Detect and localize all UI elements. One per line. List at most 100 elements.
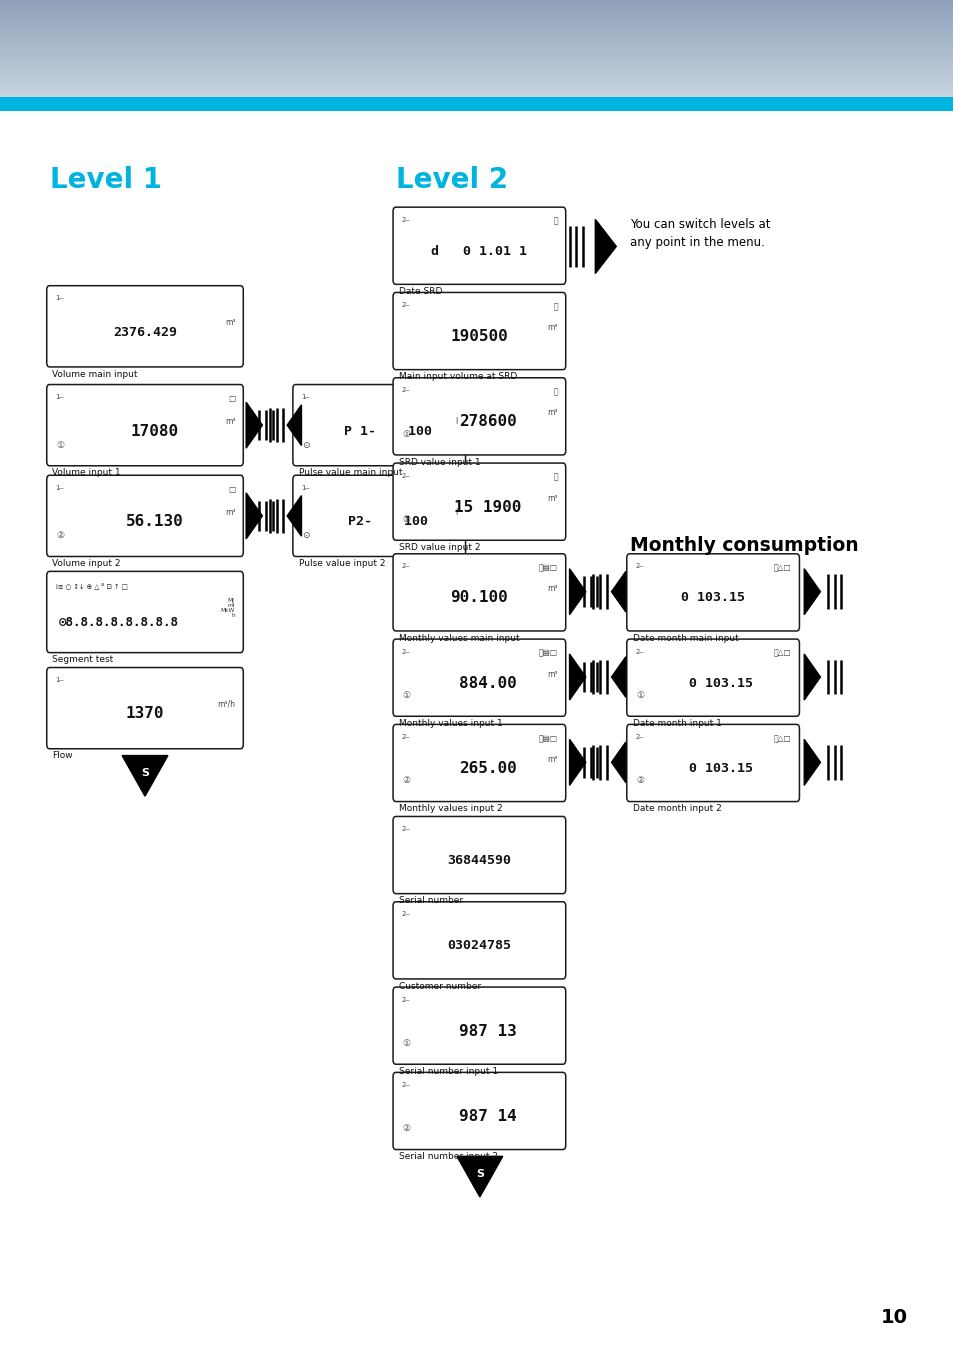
FancyBboxPatch shape — [47, 475, 243, 556]
Text: ②: ② — [402, 1124, 411, 1133]
Text: ①: ① — [402, 1039, 411, 1048]
FancyBboxPatch shape — [47, 571, 243, 653]
Text: m³: m³ — [225, 508, 235, 517]
Text: l: l — [456, 508, 457, 517]
Text: SRD value input 1: SRD value input 1 — [398, 458, 480, 467]
FancyBboxPatch shape — [393, 816, 565, 894]
FancyBboxPatch shape — [293, 475, 465, 556]
Text: 1370: 1370 — [126, 707, 164, 722]
Text: ②: ② — [56, 531, 65, 540]
Text: 2376.429: 2376.429 — [112, 326, 177, 338]
Text: ①: ① — [402, 429, 411, 439]
FancyBboxPatch shape — [393, 724, 565, 802]
Text: 2—: 2— — [401, 302, 410, 307]
Bar — [0, 97, 953, 111]
Text: 2—: 2— — [635, 649, 643, 654]
FancyBboxPatch shape — [626, 724, 799, 802]
Polygon shape — [456, 1156, 502, 1197]
Text: 1—: 1— — [301, 485, 310, 490]
Text: Pulse value input 2: Pulse value input 2 — [298, 559, 385, 569]
FancyBboxPatch shape — [393, 639, 565, 716]
Text: Customer number: Customer number — [398, 982, 480, 991]
Text: d   0 1.01 1: d 0 1.01 1 — [431, 245, 527, 257]
Text: m³: m³ — [225, 318, 235, 328]
Text: 1—: 1— — [55, 295, 64, 301]
Text: Date month main input: Date month main input — [632, 634, 738, 643]
Text: 2—: 2— — [635, 563, 643, 569]
Text: 2—: 2— — [401, 734, 410, 739]
Text: 17080: 17080 — [131, 424, 178, 439]
FancyBboxPatch shape — [393, 378, 565, 455]
Text: m³: m³ — [547, 409, 558, 417]
Polygon shape — [122, 756, 168, 796]
FancyBboxPatch shape — [47, 286, 243, 367]
Text: 987 14: 987 14 — [458, 1109, 517, 1124]
Text: 1—: 1— — [301, 394, 310, 399]
FancyBboxPatch shape — [393, 463, 565, 540]
FancyBboxPatch shape — [393, 1072, 565, 1150]
Text: S: S — [476, 1169, 483, 1179]
Text: ⓑ△□: ⓑ△□ — [773, 649, 791, 658]
FancyBboxPatch shape — [626, 554, 799, 631]
Text: ⊙8.8.8.8.8.8.8.8: ⊙8.8.8.8.8.8.8.8 — [59, 616, 179, 628]
Text: 278600: 278600 — [458, 414, 517, 429]
Text: ⓑ: ⓑ — [553, 387, 558, 397]
Text: 2—: 2— — [401, 649, 410, 654]
Text: m³: m³ — [225, 417, 235, 427]
FancyBboxPatch shape — [626, 639, 799, 716]
Text: □: □ — [228, 485, 235, 494]
Text: MJ
ml
MkW
h: MJ ml MkW h — [220, 598, 234, 619]
Text: 2—: 2— — [401, 826, 410, 831]
Text: Flow: Flow — [52, 751, 73, 761]
Text: 265.00: 265.00 — [458, 761, 517, 776]
Text: m³/h: m³/h — [217, 700, 235, 709]
Text: 10: 10 — [881, 1308, 907, 1327]
Polygon shape — [611, 742, 625, 783]
Text: ⓑ▤□: ⓑ▤□ — [538, 734, 558, 743]
Text: ⓑ: ⓑ — [553, 217, 558, 226]
FancyBboxPatch shape — [393, 902, 565, 979]
Text: Date month input 1: Date month input 1 — [632, 719, 720, 728]
Text: ⓑ▤□: ⓑ▤□ — [538, 649, 558, 658]
Polygon shape — [569, 739, 585, 785]
Text: m³: m³ — [547, 670, 558, 678]
Text: ⊙: ⊙ — [302, 440, 310, 450]
Text: Level 2: Level 2 — [395, 165, 508, 194]
Text: ①: ① — [56, 440, 65, 450]
Text: Level 1: Level 1 — [50, 165, 161, 194]
Polygon shape — [287, 496, 301, 536]
Text: ⓑ△□: ⓑ△□ — [773, 734, 791, 743]
Text: Serial number input 1: Serial number input 1 — [398, 1067, 497, 1076]
Polygon shape — [803, 739, 820, 785]
Text: 2—: 2— — [401, 997, 410, 1002]
Text: 2—: 2— — [401, 563, 410, 569]
Text: 1—: 1— — [55, 394, 64, 399]
Polygon shape — [569, 569, 585, 615]
Text: m³: m³ — [547, 585, 558, 593]
FancyBboxPatch shape — [293, 385, 465, 466]
Text: Volume main input: Volume main input — [52, 370, 138, 379]
FancyBboxPatch shape — [393, 987, 565, 1064]
Polygon shape — [246, 402, 262, 448]
Text: Date SRD: Date SRD — [398, 287, 441, 297]
Text: ⓑ△□: ⓑ△□ — [773, 563, 791, 573]
Text: ②: ② — [402, 515, 411, 524]
Text: ⊙: ⊙ — [302, 531, 310, 540]
FancyBboxPatch shape — [393, 207, 565, 284]
Polygon shape — [595, 219, 616, 274]
Text: Monthly values input 1: Monthly values input 1 — [398, 719, 502, 728]
Text: 2—: 2— — [401, 911, 410, 917]
Text: 987 13: 987 13 — [458, 1024, 517, 1039]
Text: ①: ① — [636, 691, 644, 700]
Text: SRD value input 2: SRD value input 2 — [398, 543, 479, 552]
Text: 0 103.15: 0 103.15 — [680, 592, 744, 604]
Text: Main input volume at SRD: Main input volume at SRD — [398, 372, 517, 382]
Text: 1—: 1— — [55, 677, 64, 682]
Text: S: S — [141, 768, 149, 779]
FancyBboxPatch shape — [47, 385, 243, 466]
Polygon shape — [803, 569, 820, 615]
Text: P 1-    100: P 1- 100 — [343, 425, 431, 437]
Text: ⓑ: ⓑ — [553, 302, 558, 311]
Text: 2—: 2— — [635, 734, 643, 739]
Polygon shape — [611, 571, 625, 612]
